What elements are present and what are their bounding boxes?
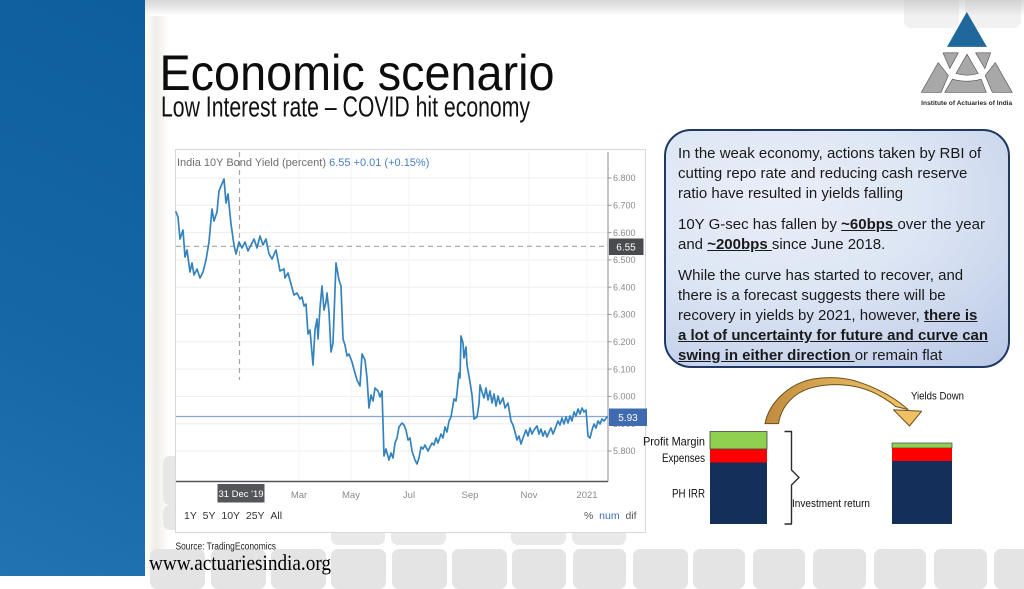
svg-text:6.000: 6.000 <box>613 392 636 402</box>
svg-text:5.93: 5.93 <box>618 413 638 424</box>
svg-text:% num dif: % num dif <box>584 510 637 522</box>
svg-text:Institute of Actuaries of Indi: Institute of Actuaries of India <box>921 100 1012 107</box>
svg-text:Profit Margin: Profit Margin <box>643 435 705 449</box>
svg-text:Yields Down: Yields Down <box>911 391 964 403</box>
svg-text:Jul: Jul <box>403 490 415 501</box>
svg-text:1Y 5Y 10Y 25Y All: 1Y 5Y 10Y 25Y All <box>184 510 282 522</box>
svg-text:Low Interest rate – COVID hit: Low Interest rate – COVID hit economy <box>161 92 531 124</box>
svg-text:Expenses: Expenses <box>662 451 705 465</box>
svg-text:India 10Y Bond Yield (percent): India 10Y Bond Yield (percent) 6.55 +0.0… <box>177 157 429 169</box>
svg-text:www.actuariesindia.org: www.actuariesindia.org <box>149 550 331 575</box>
svg-text:Source: TradingEconomics: Source: TradingEconomics <box>176 542 277 553</box>
svg-text:Economic scenario: Economic scenario <box>160 45 555 101</box>
svg-text:6.500: 6.500 <box>613 255 636 265</box>
svg-text:6.700: 6.700 <box>613 201 636 211</box>
svg-text:6.55: 6.55 <box>616 243 636 254</box>
svg-text:6.200: 6.200 <box>613 337 636 347</box>
svg-text:Nov: Nov <box>521 490 538 501</box>
svg-text:2021: 2021 <box>576 490 597 501</box>
svg-text:May: May <box>342 490 360 501</box>
svg-text:6.100: 6.100 <box>613 364 636 374</box>
svg-text:PH IRR: PH IRR <box>672 487 705 501</box>
svg-text:Investment return: Investment return <box>792 498 870 510</box>
svg-text:6.600: 6.600 <box>613 228 636 238</box>
svg-text:5.800: 5.800 <box>613 446 636 456</box>
svg-text:6.400: 6.400 <box>613 282 636 292</box>
svg-text:Sep: Sep <box>462 490 479 501</box>
svg-text:6.300: 6.300 <box>613 310 636 320</box>
svg-text:31 Dec '19: 31 Dec '19 <box>218 489 263 500</box>
svg-text:Mar: Mar <box>291 490 307 501</box>
svg-text:6.800: 6.800 <box>613 173 636 183</box>
